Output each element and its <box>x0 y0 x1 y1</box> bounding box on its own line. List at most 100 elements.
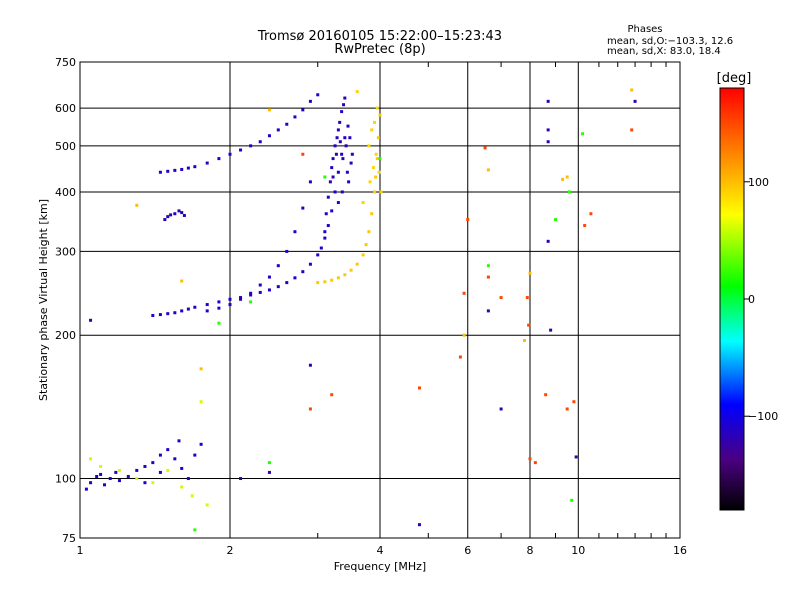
data-point <box>331 175 335 179</box>
data-point <box>323 175 327 179</box>
data-point <box>135 203 139 207</box>
data-point <box>565 175 569 179</box>
data-point <box>166 215 170 219</box>
data-point <box>336 128 340 132</box>
data-point <box>89 457 93 461</box>
data-point <box>114 470 118 474</box>
data-point <box>173 311 177 315</box>
data-point <box>180 466 184 470</box>
data-point <box>630 128 634 132</box>
data-point <box>630 88 634 92</box>
data-point <box>368 180 372 184</box>
data-point <box>151 314 155 318</box>
data-point <box>378 113 382 117</box>
colorbar-tick-label: 0 <box>748 293 755 306</box>
data-point <box>323 230 327 234</box>
data-point <box>258 290 262 294</box>
x-tick-label: 10 <box>571 544 585 557</box>
data-point <box>583 224 587 228</box>
data-point <box>249 300 253 304</box>
data-point <box>565 407 569 411</box>
data-point <box>523 338 527 342</box>
data-point <box>525 296 529 300</box>
data-point <box>567 190 571 194</box>
data-point <box>533 461 537 465</box>
data-point <box>108 477 112 481</box>
data-point <box>135 477 139 481</box>
data-point <box>293 230 297 234</box>
data-point <box>267 108 271 112</box>
data-point <box>572 400 576 404</box>
data-point <box>308 363 312 367</box>
data-point <box>267 275 271 279</box>
data-point <box>190 494 194 498</box>
data-point <box>334 152 338 156</box>
data-point <box>375 157 379 161</box>
data-point <box>177 209 181 213</box>
data-point <box>367 230 371 234</box>
data-point <box>335 136 339 140</box>
data-point <box>228 152 232 156</box>
data-point <box>99 464 103 468</box>
data-point <box>301 108 305 112</box>
data-point <box>180 279 184 283</box>
x-tick-label: 16 <box>673 544 687 557</box>
data-point <box>341 157 345 161</box>
legend-x-mode: mean, sd,X: 83.0, 18.4 <box>607 46 721 57</box>
data-point <box>340 152 344 156</box>
data-point <box>376 136 380 140</box>
data-point <box>228 297 232 301</box>
data-point <box>374 152 378 156</box>
chart-title: Tromsø 20160105 15:22:00–15:23:43 <box>257 29 502 44</box>
data-point <box>285 249 289 253</box>
data-point <box>338 140 342 144</box>
data-point <box>333 190 337 194</box>
data-point <box>199 367 203 371</box>
y-tick-label: 400 <box>55 186 76 199</box>
data-point <box>117 468 121 472</box>
data-point <box>319 246 323 250</box>
data-point <box>483 146 487 150</box>
x-tick-label: 1 <box>77 544 84 557</box>
data-point <box>528 457 532 461</box>
data-point <box>326 195 330 199</box>
data-point <box>375 106 379 110</box>
data-point <box>89 318 93 322</box>
data-point <box>589 212 593 216</box>
data-point <box>344 144 348 148</box>
data-point <box>276 285 280 289</box>
data-point <box>581 132 585 136</box>
data-point <box>486 275 490 279</box>
data-point <box>574 455 578 459</box>
data-point <box>84 487 88 491</box>
data-point <box>546 128 550 132</box>
data-point <box>458 355 462 359</box>
data-point <box>308 262 312 266</box>
data-point <box>239 477 243 481</box>
data-point <box>267 288 271 292</box>
data-point <box>379 190 383 194</box>
data-point <box>285 122 289 126</box>
data-point <box>258 283 262 287</box>
y-tick-label: 300 <box>55 245 76 258</box>
data-point <box>331 157 335 161</box>
data-point <box>561 177 565 181</box>
data-point <box>166 468 170 472</box>
data-point <box>374 175 378 179</box>
data-point <box>340 110 344 114</box>
data-point <box>486 168 490 172</box>
data-point <box>466 218 470 222</box>
data-point <box>333 144 337 148</box>
data-point <box>544 393 548 397</box>
data-point <box>370 128 374 132</box>
data-point <box>355 262 359 266</box>
y-tick-label: 600 <box>55 102 76 115</box>
data-point <box>308 180 312 184</box>
data-point <box>364 243 368 247</box>
data-point <box>486 309 490 313</box>
data-point <box>267 461 271 465</box>
data-point <box>205 309 209 313</box>
data-point <box>308 407 312 411</box>
data-point <box>338 120 342 124</box>
data-point <box>177 439 181 443</box>
